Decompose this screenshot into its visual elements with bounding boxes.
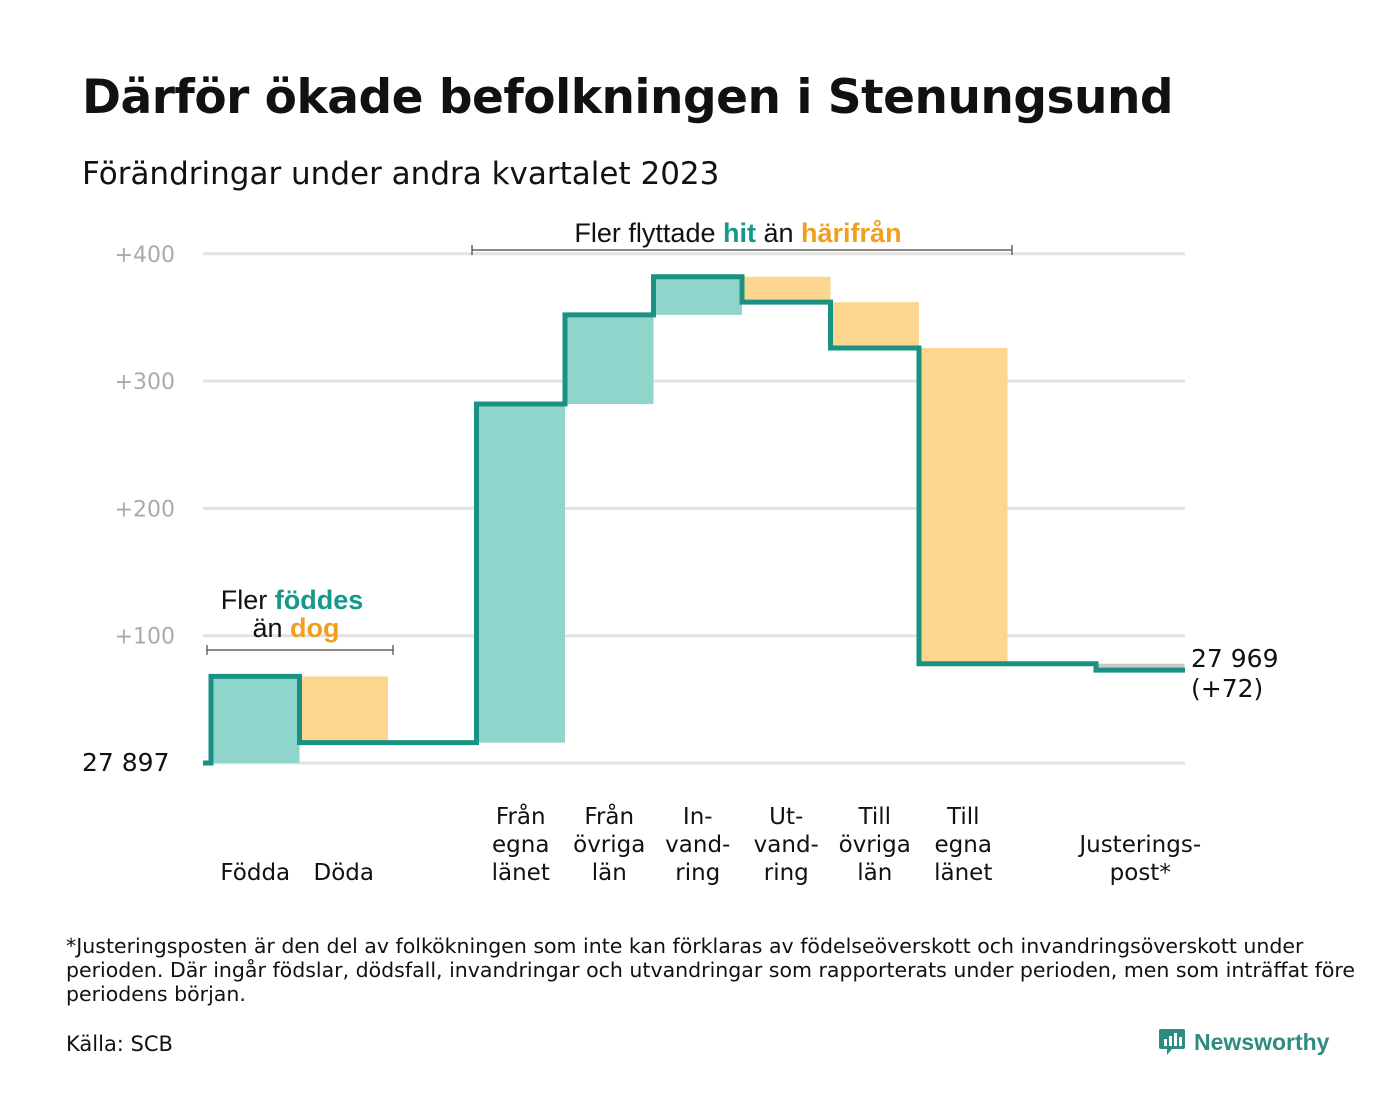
category-label: Till xyxy=(946,804,980,830)
source-label: Källa: SCB xyxy=(66,1032,173,1056)
end-change-label: (+72) xyxy=(1191,674,1263,703)
end-value-label: 27 969 xyxy=(1191,644,1278,673)
category-label: egna xyxy=(935,832,992,858)
category-label: In- xyxy=(683,804,713,830)
category-label: Justerings- xyxy=(1077,832,1201,858)
y-tick-label: +300 xyxy=(115,370,175,395)
births-annotation-line1: Fler föddes xyxy=(221,585,364,615)
category-label: ring xyxy=(675,860,720,886)
bar xyxy=(830,302,919,349)
category-label: vand- xyxy=(665,832,730,858)
cumulative-step-line xyxy=(203,274,1185,766)
category-label: Till xyxy=(857,804,891,830)
migration-annotation: Fler flyttade hit än härifrån xyxy=(574,218,901,248)
start-value-label: 27 897 xyxy=(82,748,169,777)
y-tick-label: +400 xyxy=(115,243,175,268)
category-label: post* xyxy=(1110,860,1171,886)
category-label: Födda xyxy=(220,860,290,886)
category-label: länet xyxy=(492,860,550,886)
category-label: vand- xyxy=(754,832,819,858)
y-tick-label: +200 xyxy=(115,497,175,522)
category-label: län xyxy=(857,860,892,886)
category-label: övriga xyxy=(839,832,911,858)
y-tick-label: +100 xyxy=(115,625,175,650)
bar xyxy=(565,314,654,405)
category-label: övriga xyxy=(573,832,645,858)
grid-lines xyxy=(203,252,1185,765)
bar xyxy=(1096,663,1185,671)
bar xyxy=(742,276,831,303)
category-label: länet xyxy=(934,860,992,886)
bars xyxy=(211,276,1185,763)
chat-bar-chart-icon xyxy=(1159,1029,1185,1055)
category-labels: Födda DödaFrånegnalänetFrånövrigalänIn-va… xyxy=(220,802,1201,886)
brand-logo: Newsworthy xyxy=(1158,1027,1329,1057)
category-label: ring xyxy=(764,860,809,886)
footnote: *Justeringsposten är den del av folkökni… xyxy=(66,934,1355,1006)
waterfall-chart: +100+200+300+400 Födda DödaFrånegnalänetF… xyxy=(82,218,1278,886)
annotation-brackets xyxy=(206,245,1013,655)
brand-name: Newsworthy xyxy=(1194,1028,1330,1055)
bar xyxy=(476,404,565,743)
category-label: egna xyxy=(492,832,549,858)
category-label: Ut- xyxy=(769,804,803,830)
category-label: län xyxy=(592,860,627,886)
bar xyxy=(653,276,742,315)
bar xyxy=(299,676,388,743)
category-label: Från xyxy=(496,802,546,830)
bar xyxy=(211,676,300,763)
bar xyxy=(919,348,1008,664)
category-label: Döda xyxy=(314,860,374,886)
y-tick-labels: +100 +200 +300 +400 xyxy=(115,243,175,650)
category-label: Från xyxy=(584,802,634,830)
births-annotation-line2: än dog xyxy=(252,613,339,643)
chart-subtitle: Förändringar under andra kvartalet 2023 xyxy=(82,156,720,192)
chart-title: Därför ökade befolkningen i Stenungsund xyxy=(82,70,1174,125)
